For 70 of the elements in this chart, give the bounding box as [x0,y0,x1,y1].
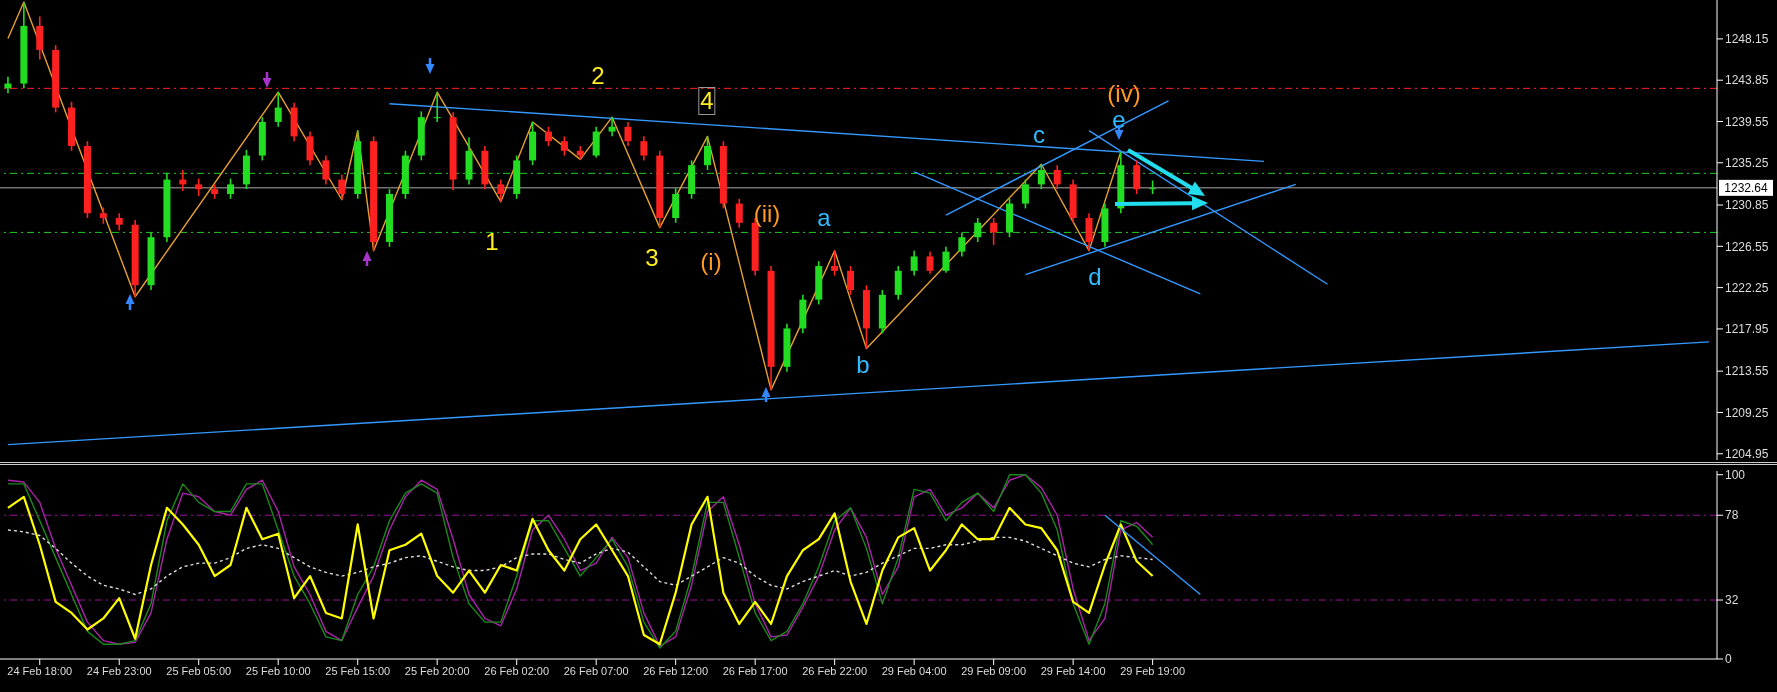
y-tick-label: 1239.55 [1725,114,1769,129]
candlestick [608,116,616,138]
candlestick [974,217,982,243]
candlestick [227,177,235,200]
annotation: e [1112,106,1126,133]
candlestick [1053,164,1061,190]
y-tick-label: 1204.95 [1725,447,1769,462]
x-tick-label: 25 Feb 15:00 [325,664,391,677]
x-tick-label: 26 Feb 02:00 [484,664,550,677]
x-tick-label: 26 Feb 17:00 [722,664,788,677]
x-tick-label: 29 Feb 14:00 [1040,664,1106,677]
y-tick-label: 1209.25 [1725,405,1769,420]
y-tick-label: 0 [1725,652,1732,667]
x-tick-label: 29 Feb 04:00 [881,664,947,677]
candlestick [338,173,346,201]
candlestick [1021,178,1029,210]
candlestick [735,197,743,229]
candlestick [322,154,330,186]
y-tick-label: 100 [1725,467,1746,482]
annotation: (iv) [1106,80,1142,107]
x-tick-label: 25 Feb 05:00 [166,664,232,677]
y-tick-label: 32 [1725,593,1739,608]
x-tick-label: 26 Feb 07:00 [563,664,629,677]
annotation: (ii) [752,200,782,227]
annotation: a [816,204,832,231]
x-tick-label: 29 Feb 09:00 [961,664,1027,677]
candlestick [990,217,998,246]
candlestick [831,249,839,277]
annotation: 3 [644,244,660,271]
y-tick-label: 1222.25 [1725,280,1769,295]
x-tick-label: 26 Feb 22:00 [802,664,868,677]
candlestick [958,231,966,258]
x-tick-label: 24 Feb 18:00 [7,664,73,677]
annotation: 2 [590,62,606,89]
x-tick-label: 25 Feb 20:00 [404,664,470,677]
candlestick [1085,212,1093,252]
y-tick-label: 78 [1725,508,1739,523]
candlestick [274,91,282,128]
annotation: 1 [484,228,500,255]
y-tick-label: 1226.55 [1725,239,1769,254]
y-tick-label: 1235.25 [1725,156,1769,171]
candlestick [910,249,918,277]
y-tick-label: 1230.85 [1725,198,1769,213]
candlestick [942,246,950,274]
x-tick-label: 25 Feb 10:00 [245,664,311,677]
candlestick [433,91,441,123]
line-series [7,529,1154,596]
candlestick [926,250,934,275]
y-tick-label: 1248.15 [1725,32,1769,47]
candlestick [1037,163,1045,190]
candlestick [624,121,632,147]
candlestick [703,135,711,171]
annotation: 4 [698,87,716,115]
candlestick [560,135,568,157]
candlestick [544,125,552,147]
ref-line-label: 1232.64 [1724,180,1769,195]
y-tick-label: 1243.85 [1725,73,1769,88]
x-tick-label: 26 Feb 12:00 [643,664,709,677]
y-tick-label: 1217.95 [1725,322,1769,337]
candlestick [497,178,505,203]
annotation: d [1087,263,1103,290]
x-tick-label: 29 Feb 19:00 [1120,664,1186,677]
candlestick [592,125,600,159]
candlestick [847,265,855,296]
candlestick [640,135,648,162]
annotation: b [855,351,871,378]
annotation: c [1032,121,1046,148]
x-tick-label: 24 Feb 23:00 [86,664,152,677]
annotation: (i) [699,248,723,275]
y-tick-label: 1213.55 [1725,364,1769,379]
